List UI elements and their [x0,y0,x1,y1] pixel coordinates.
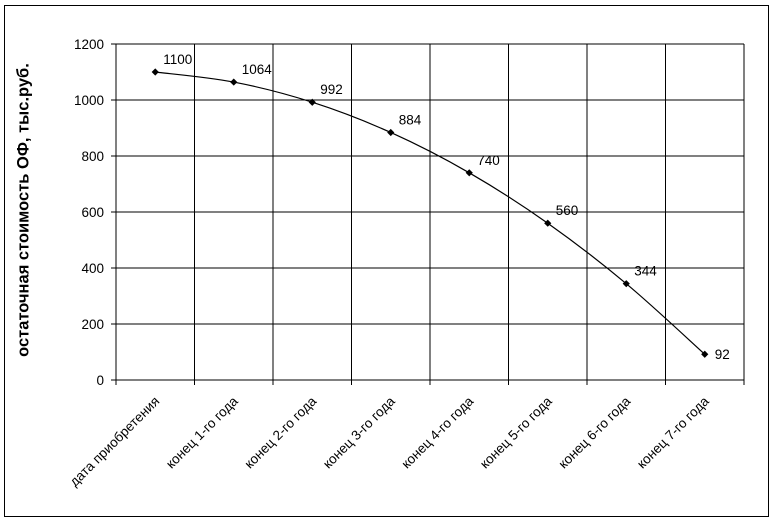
data-label: 560 [556,203,579,218]
y-tick-label: 800 [81,149,104,164]
y-tick-label: 200 [81,317,104,332]
y-tick-label: 1000 [74,93,104,108]
data-point-marker [701,350,709,358]
axes [111,43,745,385]
y-tick-labels: 0 200 400 600 800 1000 1200 [74,37,104,388]
data-label: 92 [715,347,730,362]
x-tick-label: конец 2-го года [241,393,319,471]
x-tick-label: конец 7-го года [634,393,712,471]
y-tick-label: 600 [81,205,104,220]
data-label: 1064 [242,62,273,77]
x-tick-labels: дата приобретения конец 1-го года конец 2-… [67,393,713,489]
y-tick-label: 0 [96,373,104,388]
data-point-marker [387,128,395,137]
x-tick-label: дата приобретения [67,394,163,490]
data-label: 884 [399,112,422,127]
chart-frame [4,5,769,517]
x-tick-label: конец 1-го года [163,393,241,471]
data-point-marker [230,78,238,86]
y-tick-label: 1200 [74,37,104,52]
data-label: 344 [634,264,657,279]
data-label: 740 [477,153,500,168]
x-tick-label: конец 3-го года [320,393,398,471]
data-point-marker [544,219,552,227]
data-point-marker [308,98,316,106]
x-tick-label: конец 4-го года [398,393,476,471]
x-tick-label: конец 5-го года [477,393,555,471]
x-tick-label: конец 6-го года [555,393,633,471]
y-tick-label: 400 [81,261,104,276]
data-point-marker [465,169,473,177]
grid [116,43,745,380]
data-point-marker [151,68,159,76]
data-point-marker [622,280,630,288]
data-labels: 1100 1064 992 884 740 560 344 92 [163,52,730,362]
data-label: 1100 [163,52,192,67]
series [151,68,709,358]
data-label: 992 [320,82,343,97]
